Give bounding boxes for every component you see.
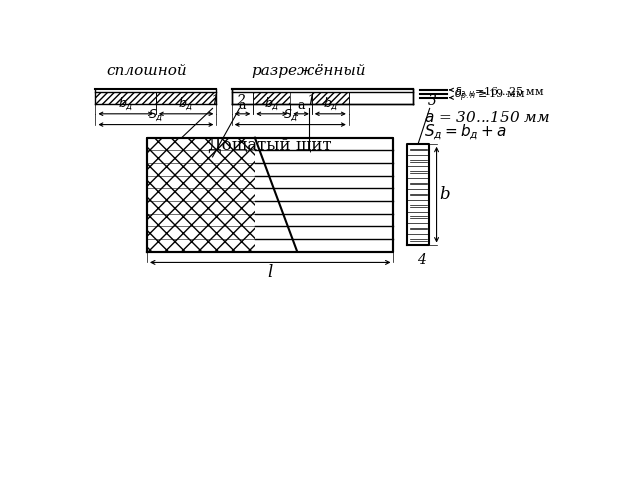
Text: сплошной: сплошной	[107, 64, 188, 78]
Text: 3: 3	[428, 94, 436, 108]
Text: l: l	[268, 264, 273, 281]
Bar	[232, 92, 253, 104]
Text: a: a	[239, 99, 246, 112]
Text: разрежённый: разрежённый	[252, 64, 366, 78]
Text: $\delta_{з.н}$=16...25 мм: $\delta_{з.н}$=16...25 мм	[454, 85, 545, 99]
Text: $a$ = 30...150 мм: $a$ = 30...150 мм	[424, 110, 550, 125]
Bar	[253, 92, 291, 104]
Text: Дощатый щит: Дощатый щит	[209, 137, 332, 154]
Text: $S_д$: $S_д$	[282, 107, 298, 123]
Text: b: b	[439, 186, 449, 203]
Text: $b_д$: $b_д$	[264, 96, 280, 112]
Text: 1: 1	[306, 94, 315, 108]
Text: $S_д$: $S_д$	[148, 107, 164, 123]
Text: a: a	[298, 99, 305, 112]
Text: $b_д$: $b_д$	[118, 96, 133, 112]
Text: $S_д = b_д + a$: $S_д = b_д + a$	[424, 122, 507, 142]
Bar	[312, 92, 349, 104]
Text: 4: 4	[417, 253, 426, 267]
Text: $\delta_{р.н}$$\geq$19 мм: $\delta_{р.н}$$\geq$19 мм	[454, 87, 525, 104]
Bar	[156, 92, 216, 104]
Bar	[147, 138, 255, 252]
Text: 1: 1	[210, 94, 218, 108]
Text: 2: 2	[237, 94, 245, 108]
Bar	[291, 92, 312, 104]
Text: $b_д$: $b_д$	[179, 96, 194, 112]
Bar	[95, 92, 156, 104]
Text: $b_д$: $b_д$	[323, 96, 338, 112]
